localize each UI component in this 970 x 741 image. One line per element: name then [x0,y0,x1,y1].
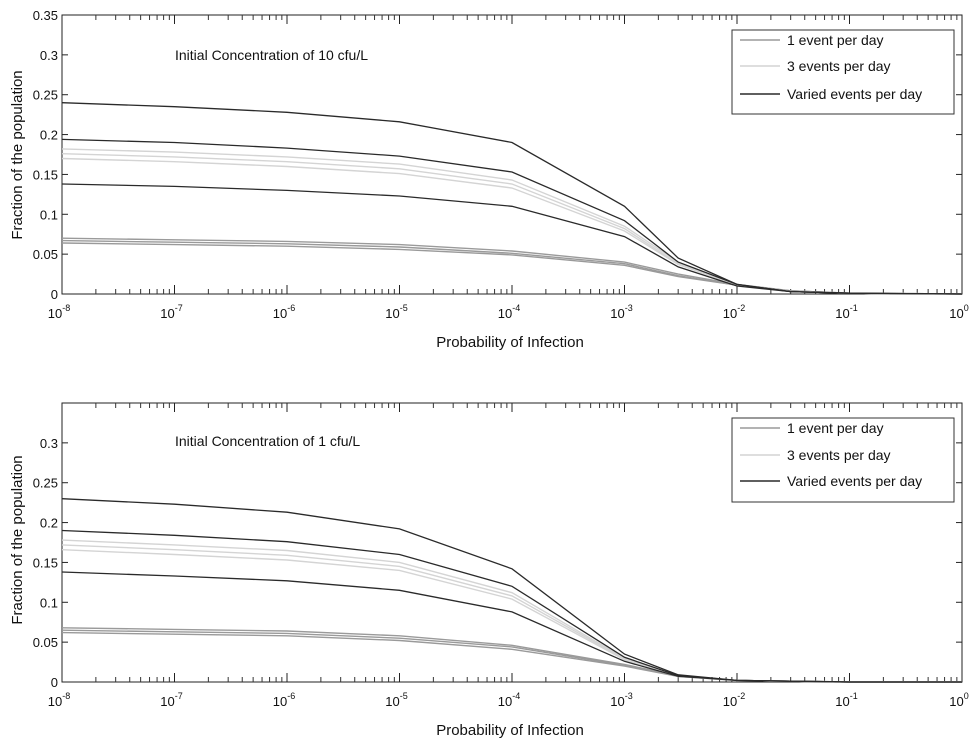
x-tick-base: 10 [835,306,849,321]
x-axis-label: Probability of Infection [436,334,584,351]
x-tick-base: 10 [949,694,963,709]
annotation: Initial Concentration of 10 cfu/L [175,47,368,63]
y-tick-label: 0.3 [40,48,58,63]
x-tick-base: 10 [273,694,287,709]
y-tick-label: 0.1 [40,207,58,222]
y-tick-label: 0.2 [40,128,58,143]
x-tick-label: 10-1 [835,691,857,709]
legend-label: 1 event per day [787,32,884,48]
x-tick-label: 10-4 [498,691,520,709]
x-tick-label: 10-7 [160,691,182,709]
y-tick-label: 0.05 [33,635,58,650]
x-tick-exponent: -3 [625,691,633,701]
x-tick-base: 10 [385,694,399,709]
legend-label: Varied events per day [787,473,922,489]
y-axis-label: Fraction of the population [9,455,26,624]
y-tick-label: 0.05 [33,247,58,262]
x-tick-base: 10 [498,694,512,709]
x-tick-base: 10 [48,694,62,709]
x-axis-label: Probability of Infection [436,722,584,739]
minor-ticks [95,15,958,294]
x-tick-label: 10-4 [498,303,520,321]
x-tick-exponent: -5 [400,303,408,313]
x-tick-exponent: -4 [512,303,520,313]
x-tick-label: 10-5 [385,691,407,709]
x-tick-exponent: -8 [62,691,70,701]
x-tick-exponent: -3 [625,303,633,313]
x-tick-base: 10 [273,306,287,321]
x-tick-base: 10 [610,306,624,321]
x-tick-label: 10-6 [273,691,295,709]
x-tick-exponent: -1 [850,691,858,701]
legend-box [731,29,955,115]
series-line [61,571,962,683]
x-tick-label: 100 [949,691,968,709]
x-tick-exponent: -4 [512,691,520,701]
x-tick-base: 10 [723,306,737,321]
x-tick-base: 10 [498,306,512,321]
legend-label: Varied events per day [787,86,922,102]
y-tick-label: 0.2 [40,516,58,531]
y-tick-label: 0.15 [33,167,58,182]
chart-bottom: 10-8 10-7 10-6 10-5 10-4 10-3 10-2 10-1 10000.05… [9,402,969,739]
x-tick-base: 10 [610,694,624,709]
x-tick-label: 10-5 [385,303,407,321]
series-line [61,183,963,295]
x-tick-label: 10-1 [835,303,857,321]
x-tick-label: 10-8 [48,691,70,709]
legend-label: 3 events per day [787,58,891,74]
legend-label: 1 event per day [787,420,884,436]
x-tick-label: 10-8 [48,303,70,321]
y-tick-label: 0 [51,675,58,690]
x-tick-exponent: 0 [964,303,969,313]
y-tick-label: 0.15 [33,555,58,570]
x-tick-exponent: -7 [175,691,183,701]
legend-label: 3 events per day [787,447,891,463]
x-tick-exponent: -6 [287,691,295,701]
y-tick-label: 0.25 [33,88,58,103]
x-tick-label: 10-7 [160,303,182,321]
x-tick-exponent: 0 [964,691,969,701]
chart-top: 10-8 10-7 10-6 10-5 10-4 10-3 10-2 10-1 10000.05… [9,8,969,351]
x-tick-exponent: -2 [737,303,745,313]
y-axis-label: Fraction of the population [9,70,26,239]
minor-ticks [95,403,958,682]
y-tick-label: 0.3 [40,436,58,451]
x-tick-label: 10-3 [610,691,632,709]
x-tick-exponent: -1 [850,303,858,313]
x-tick-base: 10 [949,306,963,321]
x-tick-exponent: -5 [400,691,408,701]
annotation: Initial Concentration of 1 cfu/L [175,433,360,449]
x-tick-base: 10 [723,694,737,709]
y-tick-label: 0 [51,287,58,302]
y-tick-label: 0.35 [33,8,58,23]
x-tick-label: 10-6 [273,303,295,321]
x-tick-exponent: -7 [175,303,183,313]
x-tick-label: 10-3 [610,303,632,321]
x-tick-base: 10 [835,694,849,709]
x-tick-label: 10-2 [723,691,745,709]
x-tick-base: 10 [385,306,399,321]
y-tick-label: 0.1 [40,595,58,610]
x-tick-exponent: -8 [62,303,70,313]
x-tick-exponent: -2 [737,691,745,701]
legend-box [731,417,955,503]
x-tick-base: 10 [48,306,62,321]
x-tick-base: 10 [160,306,174,321]
x-tick-label: 10-2 [723,303,745,321]
x-tick-exponent: -6 [287,303,295,313]
x-tick-label: 100 [949,303,968,321]
y-tick-label: 0.25 [33,476,58,491]
x-tick-base: 10 [160,694,174,709]
